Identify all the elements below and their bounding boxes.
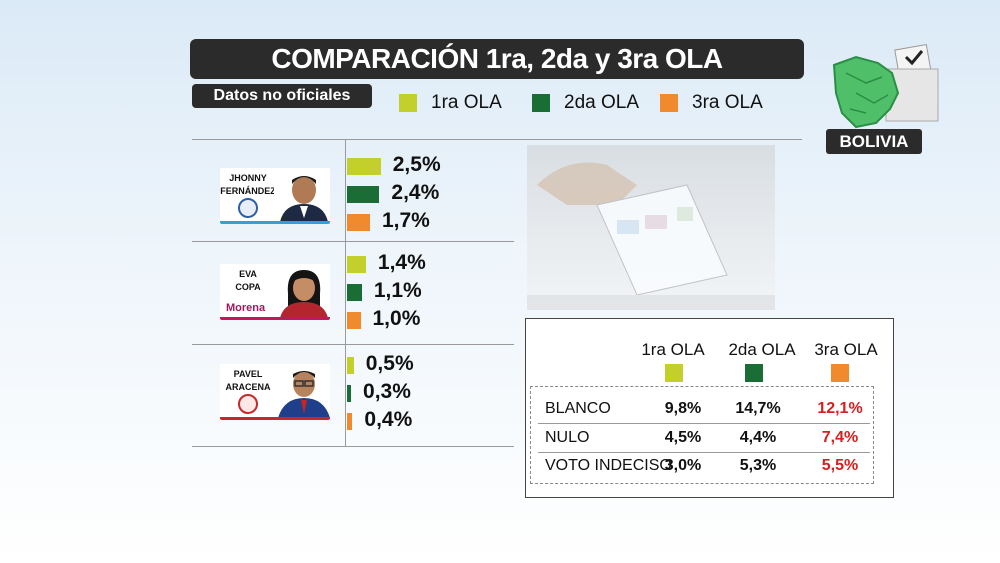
candidate-name: EVA COPA: [235, 269, 261, 292]
legend-item-ola3: 3ra OLA: [660, 90, 763, 116]
table-cell-highlight: 5,5%: [821, 457, 859, 474]
table-row-label-nulo: NULO: [545, 429, 590, 446]
party-color-stripe: [220, 221, 330, 224]
party-color-stripe: [220, 317, 330, 320]
bar-2-ola-candidate-3: [347, 385, 352, 402]
table-row-divider: [538, 452, 870, 453]
candidate-card-fernandez: JHONNY FERNÁNDEZ: [220, 168, 330, 224]
page-title: COMPARACIÓN 1ra, 2da y 3ra OLA: [190, 39, 804, 79]
bar-3-ola-candidate-3: [347, 413, 353, 430]
table-header-ola2: 2da OLA: [728, 340, 796, 359]
row-divider: [192, 241, 514, 242]
table-row-divider: [538, 423, 870, 424]
bar-value-label: 0,4%: [364, 408, 413, 431]
candidate-photo-fernandez: [274, 168, 330, 222]
bar-value-label: 2,5%: [392, 153, 441, 176]
blank-null-table: [525, 318, 894, 498]
bar-value-label: 0,5%: [365, 352, 414, 375]
table-cell: 3,0%: [664, 457, 702, 474]
table-cell: 14,7%: [735, 400, 781, 417]
ballot-box-illustration: [527, 145, 775, 310]
bar-value-label: 1,7%: [381, 209, 430, 232]
party-color-stripe: [220, 417, 330, 420]
table-row-label-indeciso: VOTO INDECISO: [545, 457, 672, 474]
table-cell-highlight: 12,1%: [817, 400, 863, 417]
row-divider: [192, 446, 514, 447]
candidate-photo-copa: [274, 264, 330, 318]
table-swatch-ola1: [665, 364, 683, 382]
chart-axis-line: [345, 139, 346, 446]
table-header-ola3: 3ra OLA: [814, 340, 878, 359]
table-header-ola1: 1ra OLA: [641, 340, 705, 359]
table-rows-frame: [530, 386, 874, 484]
table-cell: 9,8%: [664, 400, 702, 417]
candidate-card-aracena: PAVEL ARACENA: [220, 364, 330, 420]
bar-value-label: 2,4%: [391, 181, 440, 204]
bar-3-ola-candidate-1: [347, 214, 370, 231]
bar-value-label: 1,4%: [377, 251, 426, 274]
table-cell: 4,5%: [664, 429, 702, 446]
table-swatch-ola3: [831, 364, 849, 382]
bar-value-label: 1,0%: [372, 307, 421, 330]
bar-2-ola-candidate-2: [347, 284, 362, 301]
candidate-card-copa: EVA COPA Morena: [220, 264, 330, 320]
legend-label-ola1: 1ra OLA: [431, 92, 502, 113]
country-badge: BOLIVIA: [826, 129, 922, 154]
morena-logo: Morena: [226, 302, 266, 314]
candidate-photo-aracena: [274, 364, 330, 418]
table-row-label-blanco: BLANCO: [545, 400, 611, 417]
legend-item-ola2: 2da OLA: [532, 90, 639, 116]
bar-value-label: 1,1%: [373, 279, 422, 302]
disclaimer-badge: Datos no oficiales: [192, 84, 372, 108]
bar-1-ola-candidate-3: [347, 357, 354, 374]
party-logo-icon: [238, 394, 258, 414]
bar-1-ola-candidate-1: [347, 158, 381, 175]
legend-swatch-ola1: [399, 94, 417, 112]
legend-label-ola3: 3ra OLA: [692, 92, 763, 113]
bar-value-label: 0,3%: [363, 380, 411, 403]
uci-logo-icon: [238, 198, 258, 218]
legend-swatch-ola2: [532, 94, 550, 112]
table-cell: 4,4%: [739, 429, 777, 446]
bar-3-ola-candidate-2: [347, 312, 361, 329]
legend-item-ola1: 1ra OLA: [399, 90, 502, 116]
table-cell-highlight: 7,4%: [821, 429, 859, 446]
bar-2-ola-candidate-1: [347, 186, 380, 203]
row-divider: [192, 344, 514, 345]
table-swatch-ola2: [745, 364, 763, 382]
bar-1-ola-candidate-2: [347, 256, 366, 273]
bolivia-map-icon: [832, 43, 939, 129]
candidate-name: JHONNY FERNÁNDEZ: [220, 173, 276, 196]
candidate-name: PAVEL ARACENA: [225, 369, 271, 392]
top-divider: [192, 139, 802, 140]
legend-label-ola2: 2da OLA: [564, 92, 639, 113]
legend-swatch-ola3: [660, 94, 678, 112]
table-cell: 5,3%: [739, 457, 777, 474]
